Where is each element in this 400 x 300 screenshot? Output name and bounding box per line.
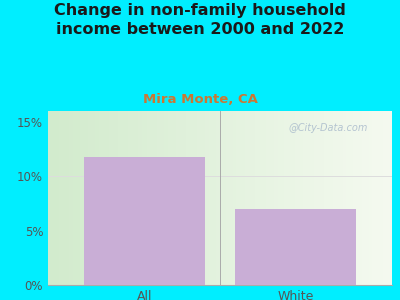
Text: @City-Data.com: @City-Data.com bbox=[289, 123, 368, 133]
Bar bbox=[236, 209, 356, 285]
Text: Mira Monte, CA: Mira Monte, CA bbox=[142, 93, 258, 106]
Text: Change in non-family household
income between 2000 and 2022: Change in non-family household income be… bbox=[54, 3, 346, 37]
Bar bbox=[84, 157, 204, 285]
